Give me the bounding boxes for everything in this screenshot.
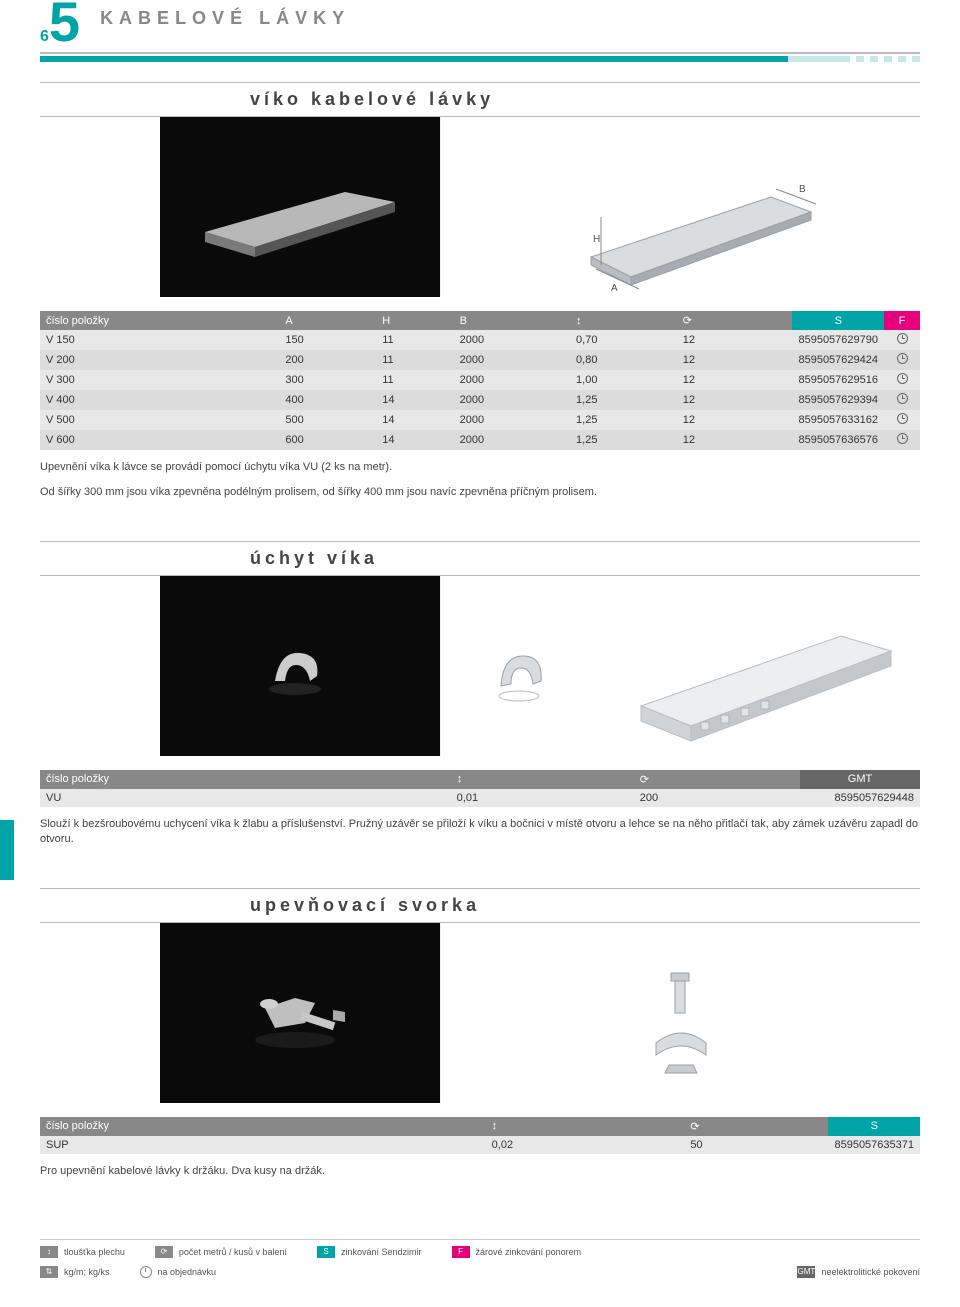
- page-number: 6 5: [40, 0, 80, 46]
- note-clip: Slouží k bezšroubovému uchycení víka k ž…: [40, 817, 920, 848]
- note-lid-1: Upevnění víka k lávce se provádí pomocí …: [40, 460, 920, 475]
- product-photo-clamp: [160, 923, 440, 1103]
- note-clamp: Pro upevnění kabelové lávky k držáku. Dv…: [40, 1164, 920, 1179]
- svg-text:B: B: [799, 184, 806, 195]
- svg-text:A: A: [611, 283, 618, 294]
- legend: ↕tloušťka plechu ⟳počet metrů / kusů v b…: [40, 1239, 920, 1278]
- page-title: KABELOVÉ LÁVKY: [100, 8, 350, 29]
- note-lid-2: Od šířky 300 mm jsou víka zpevněna podél…: [40, 485, 920, 500]
- table-clip: číslo položky↕⟳GMT VU0,01200859505762944…: [40, 770, 920, 807]
- product-diagram-clip: [440, 576, 920, 756]
- section1-title: víko kabelové lávky: [240, 82, 920, 117]
- section3-title: upevňovací svorka: [240, 888, 920, 923]
- section2-title: úchyt víka: [240, 541, 920, 576]
- product-photo-clip: [160, 576, 440, 756]
- table-clamp: číslo položky↕⟳S SUP0,02508595057635371: [40, 1117, 920, 1154]
- product-diagram-lid: H B A: [440, 117, 920, 297]
- svg-text:H: H: [593, 234, 600, 245]
- table-lid: číslo položkyAHB↕⟳SF V 1501501120000,701…: [40, 311, 920, 450]
- product-photo-lid: [160, 117, 440, 297]
- product-diagram-clamp: [440, 923, 920, 1103]
